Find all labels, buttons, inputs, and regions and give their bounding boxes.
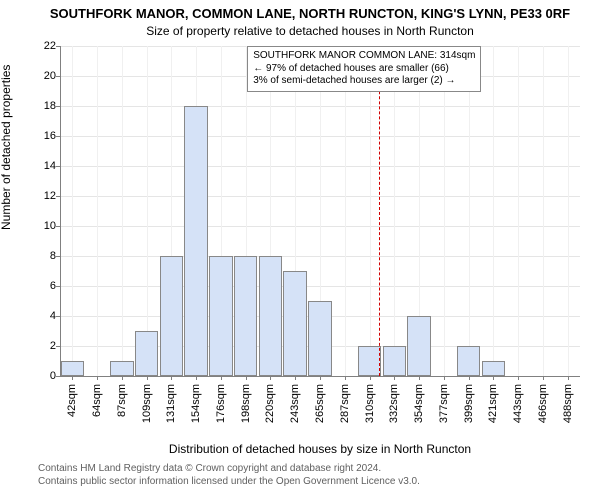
x-tick-label: 421sqm bbox=[487, 384, 499, 423]
histogram-bar bbox=[308, 301, 332, 376]
x-tick-label: 443sqm bbox=[512, 384, 524, 423]
y-tick-label: 14 bbox=[16, 160, 56, 172]
histogram-bar bbox=[259, 256, 283, 376]
x-tick-label: 198sqm bbox=[240, 384, 252, 423]
y-tick-label: 8 bbox=[16, 250, 56, 262]
x-tick-label: 220sqm bbox=[264, 384, 276, 423]
x-tick-label: 87sqm bbox=[116, 384, 128, 417]
x-tick-label: 131sqm bbox=[165, 384, 177, 423]
y-tick-label: 12 bbox=[16, 190, 56, 202]
x-axis-label: Distribution of detached houses by size … bbox=[60, 442, 580, 456]
x-tick-label: 287sqm bbox=[339, 384, 351, 423]
gridline-vertical bbox=[122, 46, 123, 376]
x-tick-label: 310sqm bbox=[364, 384, 376, 423]
annotation-line: SOUTHFORK MANOR COMMON LANE: 314sqm bbox=[253, 50, 475, 63]
x-tick-label: 399sqm bbox=[463, 384, 475, 423]
gridline-vertical bbox=[518, 46, 519, 376]
y-tick-label: 16 bbox=[16, 130, 56, 142]
footer-line-1: Contains HM Land Registry data © Crown c… bbox=[38, 462, 420, 475]
reference-line bbox=[379, 46, 381, 376]
chart-wrap: SOUTHFORK MANOR, COMMON LANE, NORTH RUNC… bbox=[0, 0, 600, 500]
histogram-bar bbox=[482, 361, 506, 376]
gridline-vertical bbox=[345, 46, 346, 376]
y-axis-label: Number of detached properties bbox=[0, 65, 13, 230]
y-tick-label: 4 bbox=[16, 310, 56, 322]
gridline-vertical bbox=[444, 46, 445, 376]
histogram-bar bbox=[209, 256, 233, 376]
annotation-line: ← 97% of detached houses are smaller (66… bbox=[253, 63, 475, 76]
annotation-box: SOUTHFORK MANOR COMMON LANE: 314sqm← 97%… bbox=[247, 46, 481, 92]
histogram-bar bbox=[383, 346, 407, 376]
x-tick-label: 64sqm bbox=[91, 384, 103, 417]
gridline-vertical bbox=[147, 46, 148, 376]
x-axis-line bbox=[60, 376, 580, 377]
gridline-vertical bbox=[568, 46, 569, 376]
gridline-vertical bbox=[469, 46, 470, 376]
y-tick-label: 0 bbox=[16, 370, 56, 382]
footer-line-2: Contains public sector information licen… bbox=[38, 475, 420, 488]
plot-area: SOUTHFORK MANOR COMMON LANE: 314sqm← 97%… bbox=[60, 46, 580, 376]
x-tick-label: 466sqm bbox=[537, 384, 549, 423]
title-main: SOUTHFORK MANOR, COMMON LANE, NORTH RUNC… bbox=[40, 6, 580, 21]
histogram-bar bbox=[184, 106, 208, 376]
gridline-vertical bbox=[370, 46, 371, 376]
gridline-vertical bbox=[394, 46, 395, 376]
y-tick-label: 22 bbox=[16, 40, 56, 52]
histogram-bar bbox=[110, 361, 134, 376]
annotation-line: 3% of semi-detached houses are larger (2… bbox=[253, 75, 475, 88]
x-tick-label: 154sqm bbox=[190, 384, 202, 423]
x-tick-label: 243sqm bbox=[289, 384, 301, 423]
x-tick-label: 488sqm bbox=[562, 384, 574, 423]
histogram-bar bbox=[135, 331, 159, 376]
gridline-vertical bbox=[97, 46, 98, 376]
histogram-bar bbox=[358, 346, 382, 376]
histogram-bar bbox=[234, 256, 258, 376]
y-axis-line bbox=[60, 46, 61, 376]
histogram-bar bbox=[61, 361, 85, 376]
y-tick-label: 18 bbox=[16, 100, 56, 112]
histogram-bar bbox=[160, 256, 184, 376]
y-tick-label: 10 bbox=[16, 220, 56, 232]
gridline-vertical bbox=[72, 46, 73, 376]
histogram-bar bbox=[407, 316, 431, 376]
histogram-bar bbox=[457, 346, 481, 376]
x-tick-label: 176sqm bbox=[215, 384, 227, 423]
gridline-vertical bbox=[543, 46, 544, 376]
y-tick-label: 2 bbox=[16, 340, 56, 352]
gridline-vertical bbox=[493, 46, 494, 376]
x-tick-label: 265sqm bbox=[314, 384, 326, 423]
x-tick-label: 377sqm bbox=[438, 384, 450, 423]
x-tick-label: 354sqm bbox=[413, 384, 425, 423]
histogram-bar bbox=[283, 271, 307, 376]
x-tick-label: 332sqm bbox=[388, 384, 400, 423]
x-tick-label: 42sqm bbox=[66, 384, 78, 417]
footer-text: Contains HM Land Registry data © Crown c… bbox=[38, 462, 420, 488]
x-tick-label: 109sqm bbox=[141, 384, 153, 423]
y-tick-label: 6 bbox=[16, 280, 56, 292]
y-tick-label: 20 bbox=[16, 70, 56, 82]
title-sub: Size of property relative to detached ho… bbox=[40, 24, 580, 38]
